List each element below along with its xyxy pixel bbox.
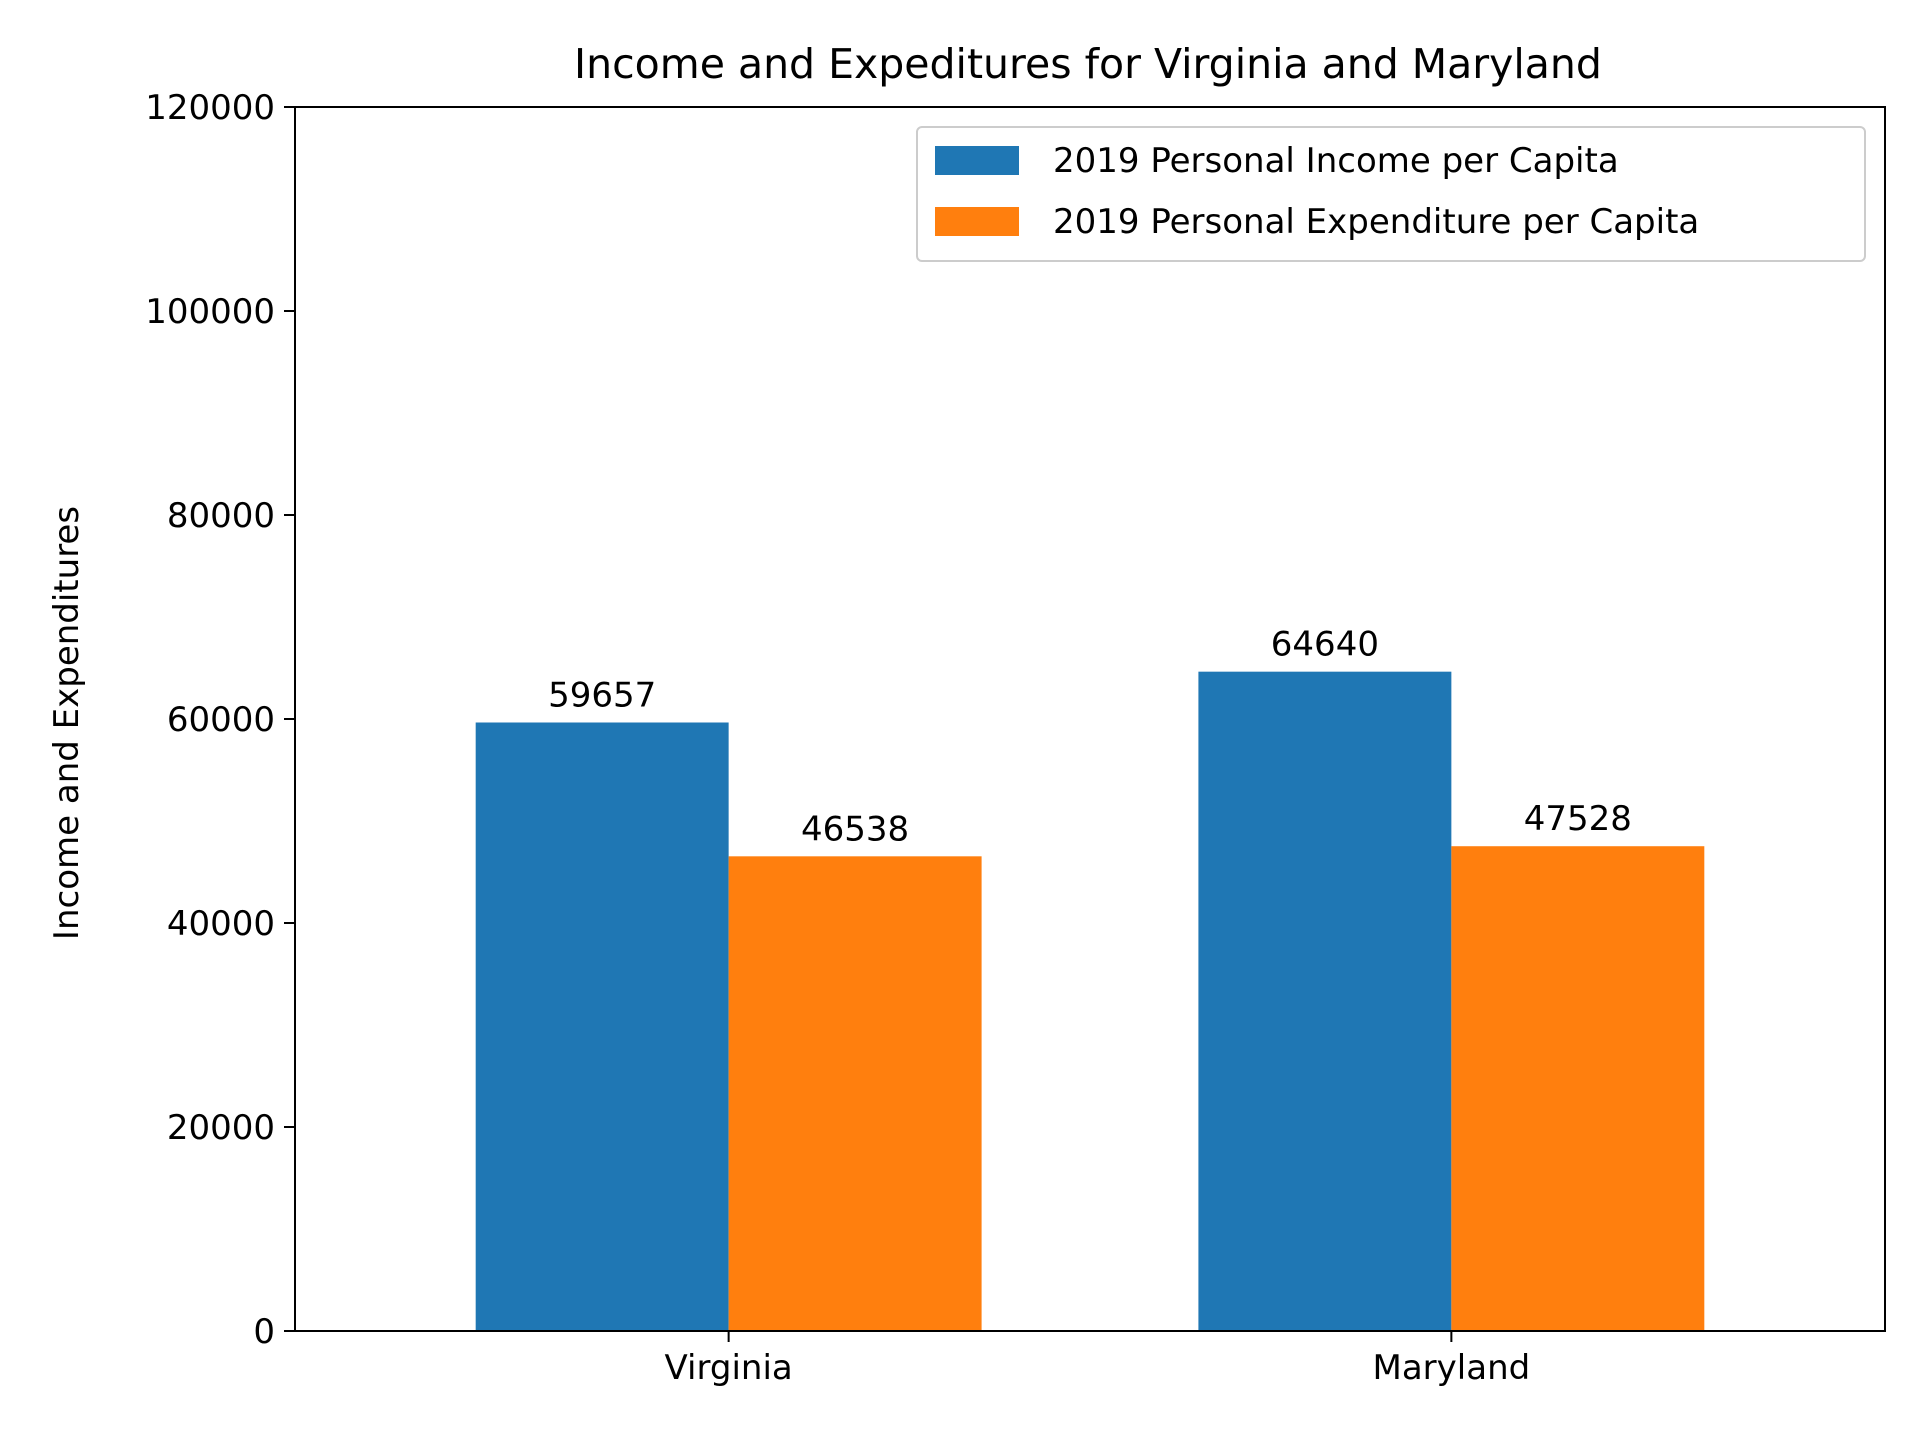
y-axis-label: Income and Expenditures bbox=[47, 506, 87, 940]
chart-title: Income and Expeditures for Virginia and … bbox=[574, 40, 1602, 88]
y-tick-label: 80000 bbox=[167, 496, 275, 536]
bar-labels-layer: 59657 64640 46538 47528 bbox=[548, 625, 1632, 850]
bar-value-label: 64640 bbox=[1271, 625, 1379, 665]
legend: 2019 Personal Income per Capita 2019 Pers… bbox=[916, 126, 1866, 262]
bar-value-label: 59657 bbox=[548, 675, 656, 715]
y-axis: 0 20000 40000 60000 80000 100000 120000 bbox=[145, 88, 295, 1352]
y-tick-label: 60000 bbox=[167, 700, 275, 740]
x-tick-label-maryland: Maryland bbox=[1373, 1348, 1531, 1388]
legend-box bbox=[916, 126, 1866, 262]
bar-virginia-series-2 bbox=[728, 856, 982, 1331]
bar-maryland-series-2 bbox=[1451, 846, 1705, 1331]
legend-label-series-1: 2019 Personal Income per Capita bbox=[1053, 141, 1619, 181]
x-tick-label-virginia: Virginia bbox=[665, 1348, 793, 1388]
bar-virginia-series-1 bbox=[475, 722, 729, 1331]
y-tick-label: 100000 bbox=[145, 292, 275, 332]
legend-swatch-series-2 bbox=[935, 207, 1019, 236]
bars-layer bbox=[475, 671, 1705, 1331]
y-tick-label: 40000 bbox=[167, 904, 275, 944]
y-tick-label: 120000 bbox=[145, 88, 275, 128]
legend-label-series-2: 2019 Personal Expenditure per Capita bbox=[1053, 202, 1699, 242]
y-tick-label: 0 bbox=[253, 1312, 275, 1352]
bar-value-label: 46538 bbox=[801, 809, 909, 849]
y-tick-label: 20000 bbox=[167, 1108, 275, 1148]
bar-maryland-series-1 bbox=[1198, 671, 1452, 1331]
legend-swatch-series-1 bbox=[935, 146, 1019, 175]
x-axis: Virginia Maryland bbox=[665, 1331, 1531, 1388]
plot-frame bbox=[294, 106, 1886, 1332]
bar-value-label: 47528 bbox=[1524, 799, 1632, 839]
